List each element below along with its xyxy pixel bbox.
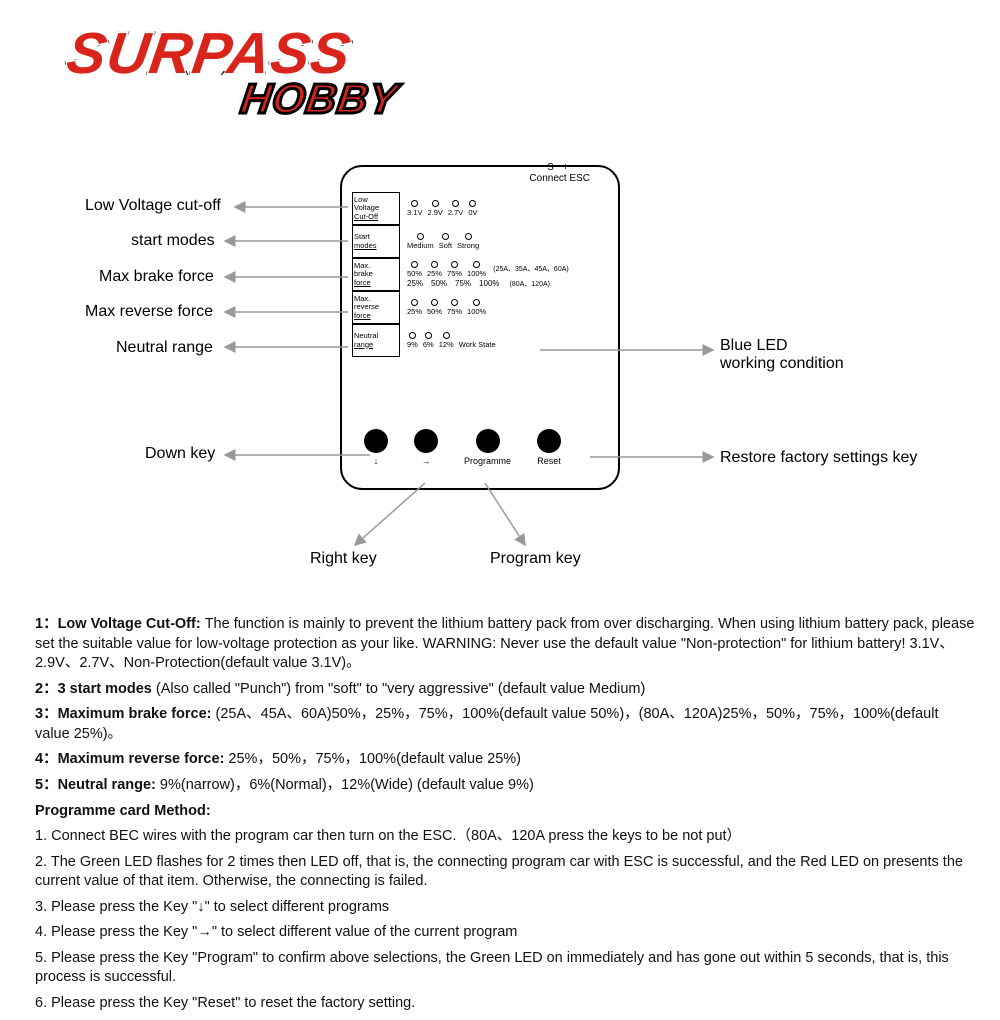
led-icon [452,200,459,207]
led-icon [469,200,476,207]
led-icon [425,332,432,339]
box-neutral-range: Neutralrange [352,324,400,357]
right-button[interactable] [414,429,438,453]
led-grid: 3.1V 2.9V 2.7V 0V Medium Soft Strong 50%… [407,192,569,357]
led-icon [432,200,439,207]
callout-start-modes: start modes [131,232,215,250]
down-button[interactable] [364,429,388,453]
led-icon [465,233,472,240]
led-row-1: 3.1V 2.9V 2.7V 0V [407,192,569,225]
led-icon [411,261,418,268]
param-boxes: LowVoltageCut-Off Startmodes Max.brakefo… [352,192,400,357]
diagram: S + − Connect ESC LowVoltageCut-Off Star… [0,155,1000,605]
brand-logo: SURPASS HOBBY [58,20,409,123]
callout-blue-led: Blue LEDworking condition [720,337,844,373]
led-icon [411,200,418,207]
box-low-voltage: LowVoltageCut-Off [352,192,400,225]
led-icon [473,299,480,306]
down-arrow-icon: ↓ [374,456,379,466]
led-icon [417,233,424,240]
callout-low-voltage: Low Voltage cut-off [85,197,221,215]
led-icon [473,261,480,268]
led-icon [431,261,438,268]
led-icon [451,261,458,268]
box-start-modes: Startmodes [352,225,400,258]
led-icon [443,332,450,339]
box-max-brake: Max.brakeforce [352,258,400,291]
callout-right-key: Right key [310,550,377,568]
logo-line2: HOBBY [238,75,401,123]
led-icon [451,299,458,306]
connect-esc-label: Connect ESC [529,173,590,184]
led-icon [431,299,438,306]
callout-restore-key: Restore factory settings key [720,449,917,467]
programme-button[interactable] [476,429,500,453]
led-icon [411,299,418,306]
led-icon [409,332,416,339]
led-row-2: Medium Soft Strong [407,225,569,258]
callout-program-key: Program key [490,550,581,568]
description-text: 1：Low Voltage Cut-Off: The function is m… [35,615,975,1020]
box-max-reverse: Max.reverseforce [352,291,400,324]
pin-labels: S + − [547,162,586,173]
callout-neutral: Neutral range [116,339,213,357]
program-card-device: S + − Connect ESC LowVoltageCut-Off Star… [340,165,620,490]
led-row-4: 25% 50% 75% 100% [407,291,569,324]
led-icon [442,233,449,240]
right-arrow-icon: → [422,456,431,466]
led-row-5: 9% 6% 12% Work State [407,324,569,357]
callout-max-reverse: Max reverse force [85,303,213,321]
callout-down-key: Down key [145,445,215,463]
callout-max-brake: Max brake force [99,268,214,286]
button-row: ↓ → Programme Reset [364,429,561,466]
led-row-3: 50% 25% 75% 100% (25A、35A、45A、60A) 25%50… [407,258,569,291]
reset-button[interactable] [537,429,561,453]
